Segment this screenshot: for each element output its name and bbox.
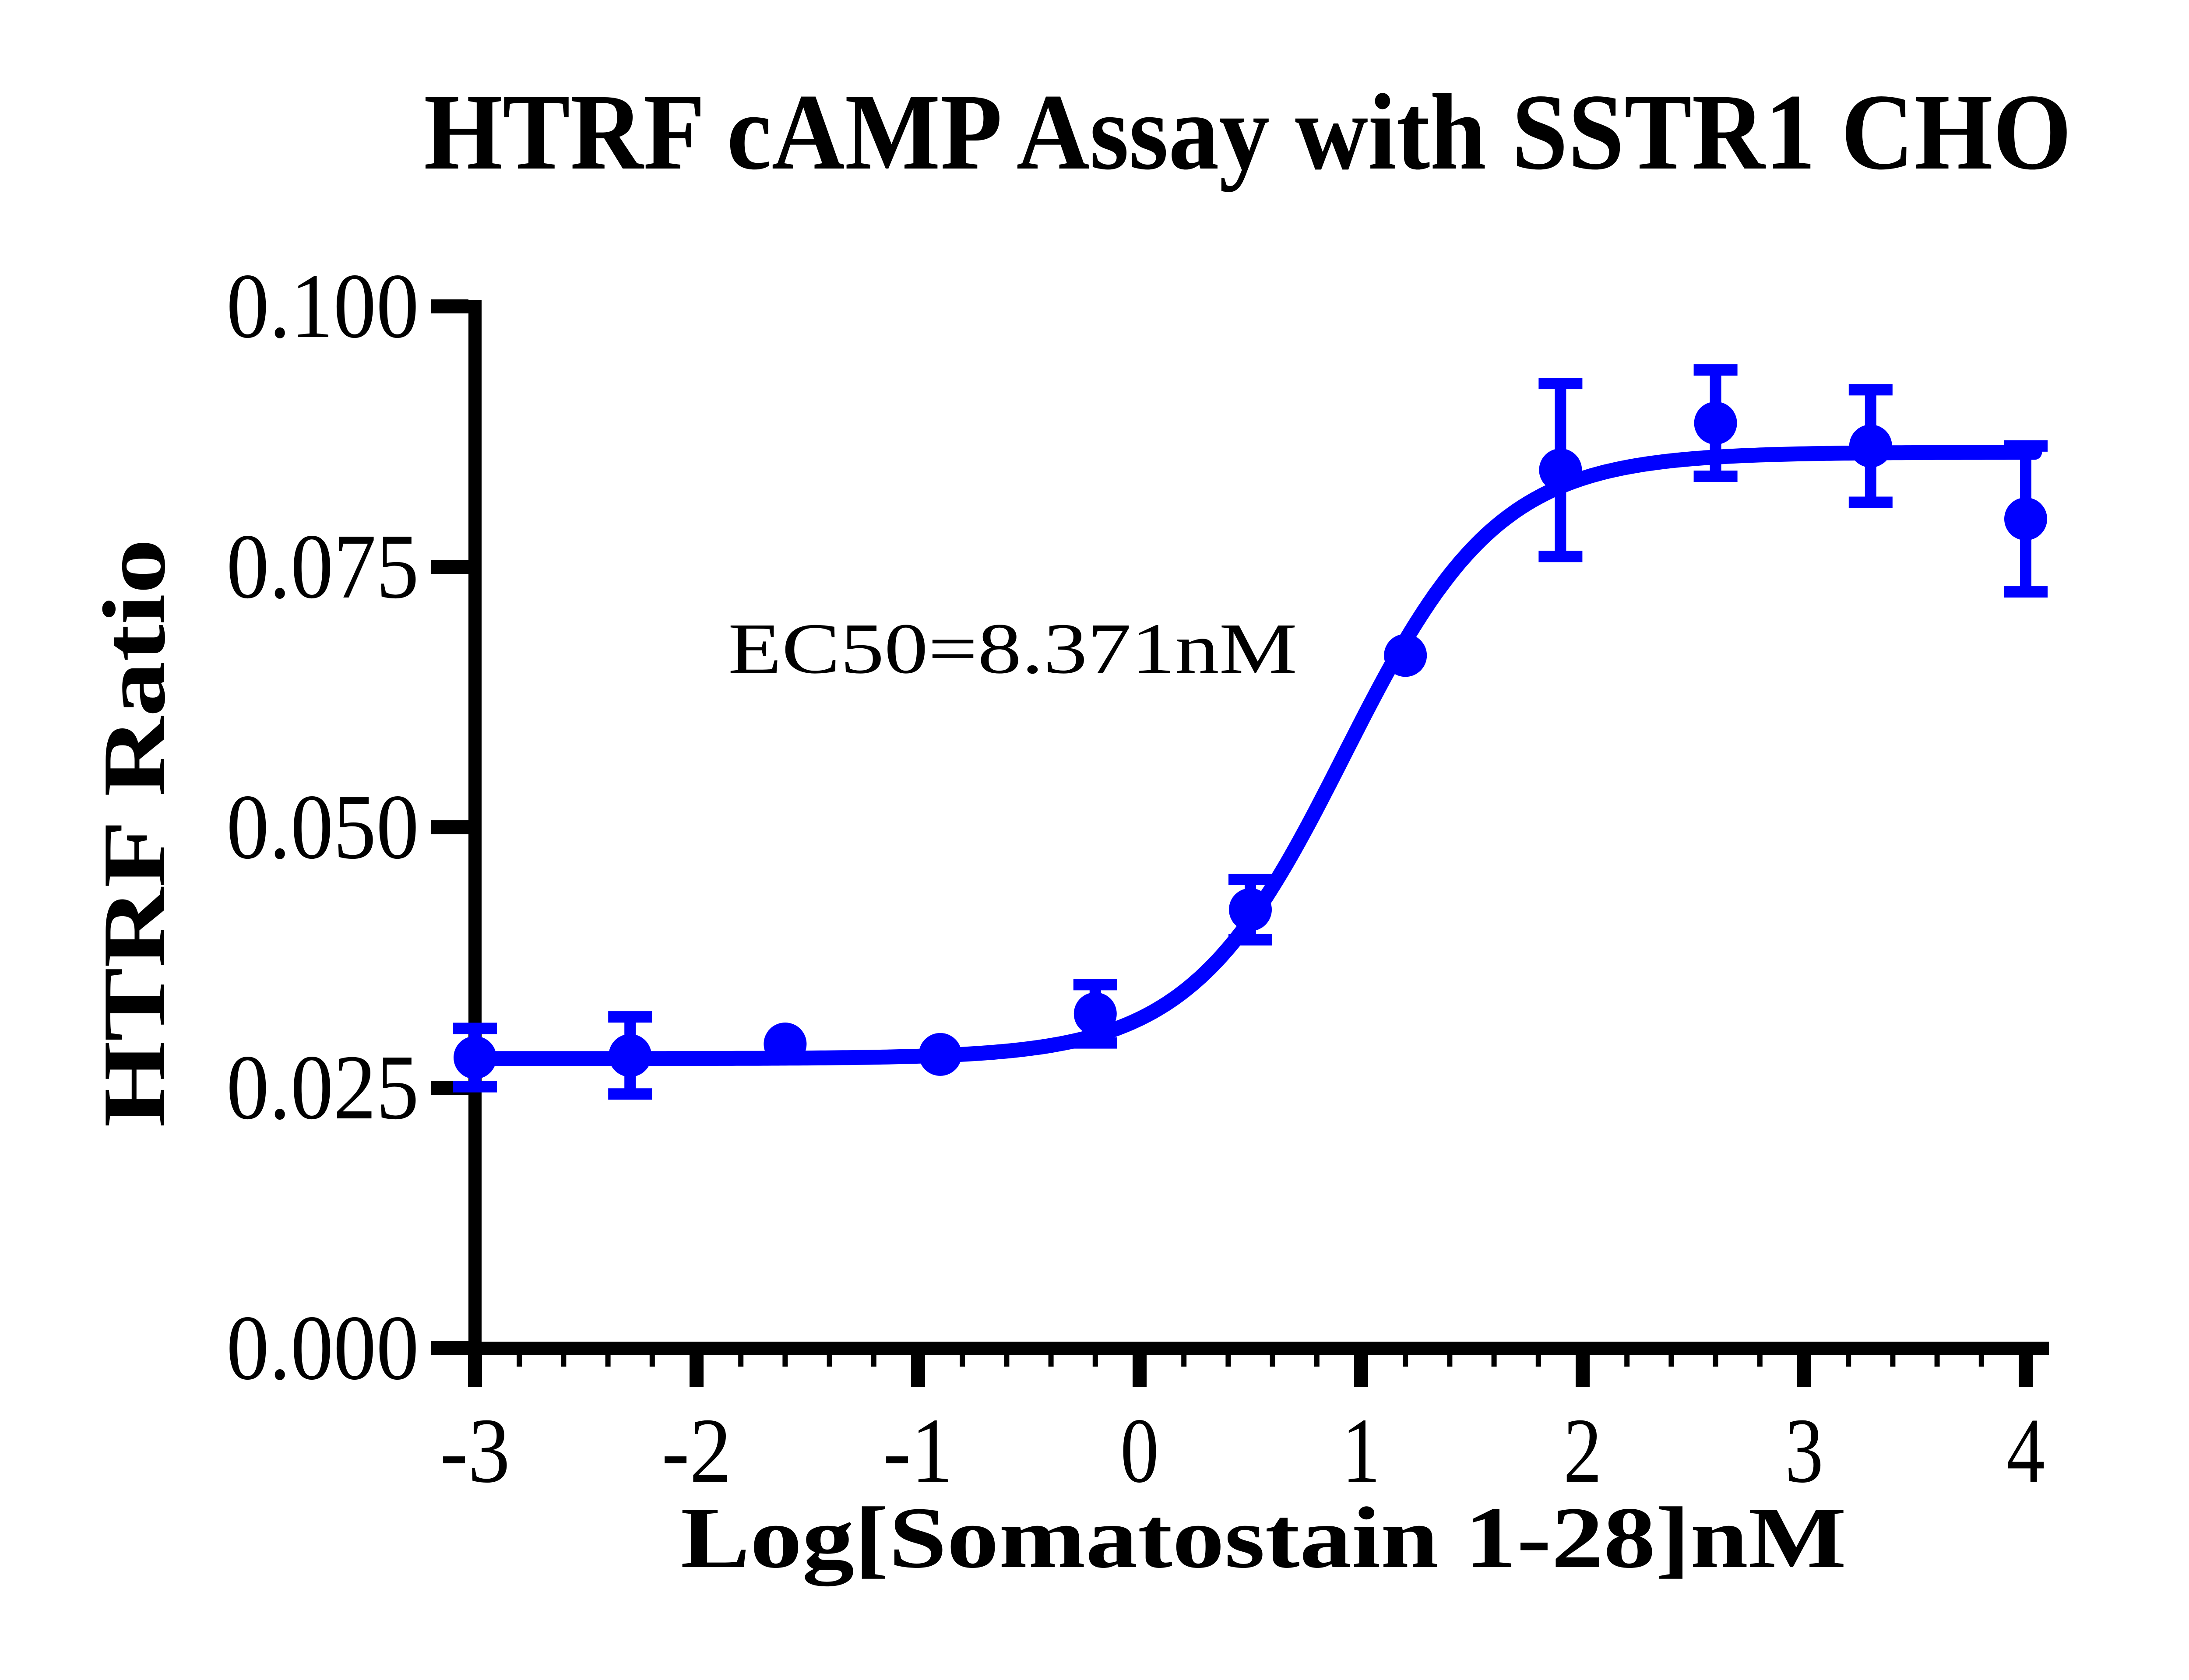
x-major-tick: [1133, 1355, 1147, 1387]
chart-title: HTRF cAMP Assay with SSTR1 CHO: [424, 71, 2072, 192]
x-minor-tick: [1048, 1355, 1054, 1367]
x-minor-tick: [1092, 1355, 1098, 1367]
x-minor-tick: [960, 1355, 965, 1367]
x-minor-tick: [1403, 1355, 1408, 1367]
x-major-tick: [468, 1355, 482, 1387]
y-tick-label: 0.025: [226, 1036, 419, 1139]
x-minor-tick: [827, 1355, 832, 1367]
x-axis-spine: [468, 1342, 2049, 1355]
data-point: [1384, 634, 1427, 677]
y-tick-label: 0.050: [226, 775, 419, 878]
data-point: [2004, 497, 2047, 541]
x-minor-tick: [1757, 1355, 1763, 1367]
x-major-tick: [690, 1355, 704, 1387]
data-point: [609, 1034, 652, 1077]
x-tick-label: 4: [2006, 1399, 2045, 1502]
dose-response-curve: [468, 445, 2042, 1066]
x-major-tick: [1576, 1355, 1590, 1387]
x-minor-tick: [1624, 1355, 1630, 1367]
x-tick-label: 1: [1342, 1399, 1380, 1502]
x-minor-tick: [1447, 1355, 1453, 1367]
x-minor-tick: [1668, 1355, 1674, 1367]
x-minor-tick: [871, 1355, 876, 1367]
x-minor-tick: [1934, 1355, 1940, 1367]
x-tick-label: 0: [1120, 1399, 1159, 1502]
y-major-tick: [431, 820, 468, 834]
x-tick-label: -3: [440, 1399, 510, 1502]
x-minor-tick: [605, 1355, 611, 1367]
x-tick-label: -2: [662, 1399, 732, 1502]
x-major-tick: [1354, 1355, 1368, 1387]
data-point: [764, 1023, 807, 1066]
x-major-tick: [2019, 1355, 2033, 1387]
x-minor-tick: [1225, 1355, 1231, 1367]
x-minor-tick: [1978, 1355, 1984, 1367]
y-tick-label: 0.000: [226, 1296, 419, 1399]
x-tick-label: 3: [1785, 1399, 1823, 1502]
y-tick-label: 0.100: [226, 254, 419, 357]
x-minor-tick: [1004, 1355, 1010, 1367]
data-point: [1229, 888, 1272, 931]
ec50-annotation: EC50=8.371nM: [728, 608, 1297, 689]
y-major-tick: [431, 1341, 468, 1355]
x-tick-label: 2: [1563, 1399, 1602, 1502]
data-point: [1073, 992, 1117, 1036]
data-point: [919, 1033, 962, 1076]
data-point: [1694, 401, 1737, 445]
y-major-tick: [431, 560, 468, 574]
x-minor-tick: [649, 1355, 655, 1367]
fit-curve-group: [468, 445, 2042, 1066]
y-major-tick: [431, 299, 468, 313]
x-minor-tick: [1314, 1355, 1320, 1367]
data-point: [454, 1036, 496, 1079]
x-minor-tick: [1890, 1355, 1896, 1367]
x-tick-label: -1: [883, 1399, 953, 1502]
x-minor-tick: [1491, 1355, 1497, 1367]
data-point: [1539, 448, 1582, 492]
axes-group: 0.000 0.025 0.050 0.075 0.100 -3 -2 -1 0 1 2 3 4: [226, 254, 2049, 1502]
x-minor-tick: [782, 1355, 788, 1367]
x-minor-tick: [1270, 1355, 1275, 1367]
data-point: [1849, 424, 1892, 467]
x-minor-tick: [1181, 1355, 1187, 1367]
x-minor-tick: [517, 1355, 522, 1367]
x-minor-tick: [738, 1355, 744, 1367]
x-minor-tick: [1846, 1355, 1851, 1367]
y-tick-label: 0.075: [226, 515, 419, 618]
y-axis-spine: [468, 300, 482, 1355]
y-axis-label: HTRF Ratio: [85, 539, 184, 1128]
data-points-group: [453, 364, 2048, 1100]
x-major-tick: [911, 1355, 925, 1387]
x-minor-tick: [1713, 1355, 1718, 1367]
x-axis-label: Log[Somatostain 1-28]nM: [681, 1490, 1847, 1586]
x-minor-tick: [1535, 1355, 1541, 1367]
x-minor-tick: [561, 1355, 567, 1367]
x-major-tick: [1797, 1355, 1811, 1387]
